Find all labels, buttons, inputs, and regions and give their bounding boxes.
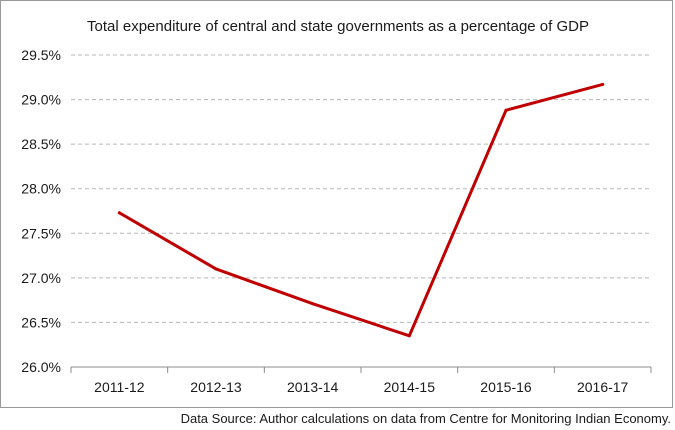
data-point xyxy=(117,211,121,215)
y-tick-label: 26.0% xyxy=(21,359,61,375)
x-axis-ticks: 2011-12 2012-13 2013-14 2014-15 2015-16 2016-… xyxy=(70,367,652,395)
y-tick-label: 26.5% xyxy=(21,314,61,330)
gridlines xyxy=(71,54,651,323)
y-tick-label: 27.0% xyxy=(21,270,61,286)
x-tick-label: 2015-16 xyxy=(480,379,532,395)
y-axis-tick-labels: 26.0% 26.5% 27.0% 27.5% 28.0% 28.5% 29.0% 29.5% xyxy=(21,47,61,375)
x-tick-label: 2013-14 xyxy=(287,379,339,395)
y-tick-label: 27.5% xyxy=(21,225,61,241)
x-tick-label: 2012-13 xyxy=(190,379,242,395)
chart-title: Total expenditure of central and state g… xyxy=(87,18,589,35)
y-tick-label: 29.5% xyxy=(21,47,61,63)
x-tick-label: 2014-15 xyxy=(384,379,436,395)
data-point xyxy=(504,108,508,112)
data-point xyxy=(214,267,218,271)
data-source-note: Data Source: Author calculations on data… xyxy=(180,411,671,426)
chart-frame: Total expenditure of central and state g… xyxy=(0,0,673,408)
x-tick-label: 2016-17 xyxy=(577,379,629,395)
line-chart: Total expenditure of central and state g… xyxy=(21,18,652,395)
y-tick-label: 29.0% xyxy=(21,92,61,108)
x-tick-label: 2011-12 xyxy=(94,379,145,395)
y-tick-label: 28.5% xyxy=(21,136,61,152)
y-tick-label: 28.0% xyxy=(21,181,61,197)
series-line xyxy=(117,82,605,338)
data-point xyxy=(311,302,315,306)
data-point xyxy=(601,82,605,86)
series-lines xyxy=(117,82,605,338)
data-point xyxy=(407,334,411,338)
